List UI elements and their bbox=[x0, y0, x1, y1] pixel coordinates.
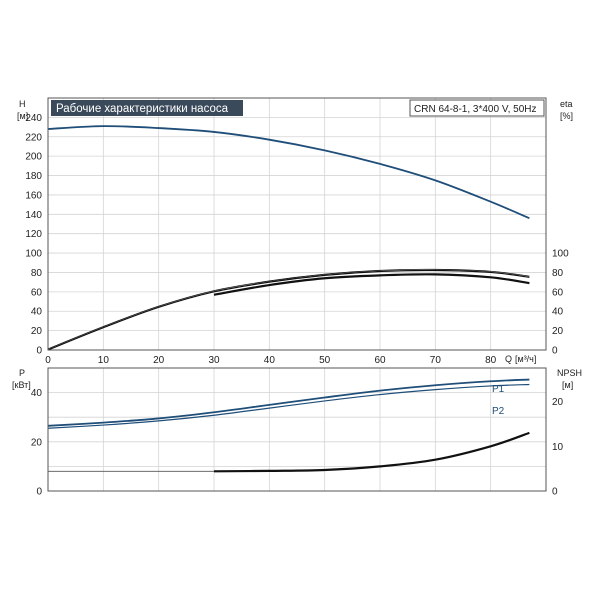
y-tick-label: 100 bbox=[25, 249, 42, 260]
bottom-plot-frame bbox=[47, 367, 547, 492]
y-tick-label: 240 bbox=[25, 113, 42, 124]
y2-tick-label: 0 bbox=[552, 346, 558, 357]
y-tick-label: 40 bbox=[31, 307, 43, 318]
model-info-box bbox=[409, 99, 545, 117]
x-tick-label: 80 bbox=[485, 355, 497, 366]
top-plot-frame bbox=[47, 97, 547, 351]
y2-tick-label: 60 bbox=[552, 287, 564, 298]
x-tick-label: 30 bbox=[208, 355, 220, 366]
efficiency-curve bbox=[47, 269, 530, 351]
x-tick-label: 50 bbox=[319, 355, 331, 366]
power-tick-label: 0 bbox=[36, 487, 42, 498]
y-axis-unit: [м] bbox=[17, 111, 28, 121]
y-tick-label: 120 bbox=[25, 229, 42, 240]
power-axis-unit: [кВт] bbox=[12, 380, 31, 390]
y-tick-label: 80 bbox=[31, 268, 43, 279]
y-tick-label: 140 bbox=[25, 210, 42, 221]
power-tick-label: 40 bbox=[31, 388, 43, 399]
p2-curve bbox=[47, 383, 530, 429]
npsh-axis-unit: [м] bbox=[562, 380, 573, 390]
x-tick-label: 70 bbox=[430, 355, 442, 366]
y-tick-label: 200 bbox=[25, 152, 42, 163]
x-tick-label: 60 bbox=[374, 355, 386, 366]
x-tick-label: 40 bbox=[264, 355, 276, 366]
y2-axis-unit: [%] bbox=[560, 111, 573, 121]
npsh-tick-label: 20 bbox=[552, 397, 564, 408]
p1-curve-label: P1 bbox=[492, 384, 505, 395]
y-tick-label: 180 bbox=[25, 171, 42, 182]
head-efficiency-panel: 0 10 20 30 40 50 60 70 80 0 20 40 60 80 100 120 140 160 18… bbox=[17, 97, 573, 366]
chart-title-box bbox=[51, 100, 243, 116]
x-axis-symbol: Q bbox=[505, 354, 512, 364]
y2-tick-label: 20 bbox=[552, 326, 564, 337]
y2-tick-label: 80 bbox=[552, 268, 564, 279]
bottom-series-group bbox=[47, 378, 530, 473]
top-tick-labels: 0 10 20 30 40 50 60 70 80 0 20 40 60 80 100 120 140 160 18… bbox=[25, 113, 569, 366]
npsh-tick-label: 10 bbox=[552, 442, 564, 453]
x-tick-label: 0 bbox=[45, 355, 51, 366]
top-series-group bbox=[47, 125, 530, 351]
chart-title: Рабочие характеристики насоса bbox=[56, 103, 229, 115]
bottom-tick-labels: 0 20 40 0 10 20 bbox=[31, 388, 564, 497]
power-axis-symbol: P bbox=[19, 368, 25, 378]
power-npsh-panel: 0 20 40 0 10 20 P [кВт] NPSH [м] P1 P2 bbox=[12, 367, 582, 498]
efficiency-curve-outline bbox=[47, 268, 530, 350]
y-tick-label: 220 bbox=[25, 132, 42, 143]
power-tick-label: 20 bbox=[31, 437, 43, 448]
npsh-axis-symbol: NPSH bbox=[557, 368, 582, 378]
x-tick-label: 10 bbox=[98, 355, 110, 366]
model-info: CRN 64-8-1, 3*400 V, 50Hz bbox=[414, 104, 536, 115]
efficiency-curve-alt bbox=[213, 273, 530, 296]
y-tick-label: 60 bbox=[31, 287, 43, 298]
p2-curve-label: P2 bbox=[492, 406, 505, 417]
y2-tick-label: 100 bbox=[552, 249, 569, 260]
y-tick-label: 0 bbox=[36, 346, 42, 357]
top-grid bbox=[48, 98, 546, 350]
y-tick-label: 20 bbox=[31, 326, 43, 337]
x-axis-unit: [м³/ч] bbox=[515, 354, 536, 364]
npsh-curve bbox=[213, 431, 530, 473]
p1-curve bbox=[47, 378, 530, 427]
x-tick-label: 20 bbox=[153, 355, 165, 366]
y2-tick-label: 40 bbox=[552, 307, 564, 318]
y2-axis-symbol: eta bbox=[560, 99, 573, 109]
npsh-tick-label: 0 bbox=[552, 487, 558, 498]
y-axis-symbol: H bbox=[19, 99, 26, 109]
y-tick-label: 160 bbox=[25, 190, 42, 201]
bottom-grid bbox=[48, 368, 546, 491]
head-curve bbox=[47, 125, 530, 220]
